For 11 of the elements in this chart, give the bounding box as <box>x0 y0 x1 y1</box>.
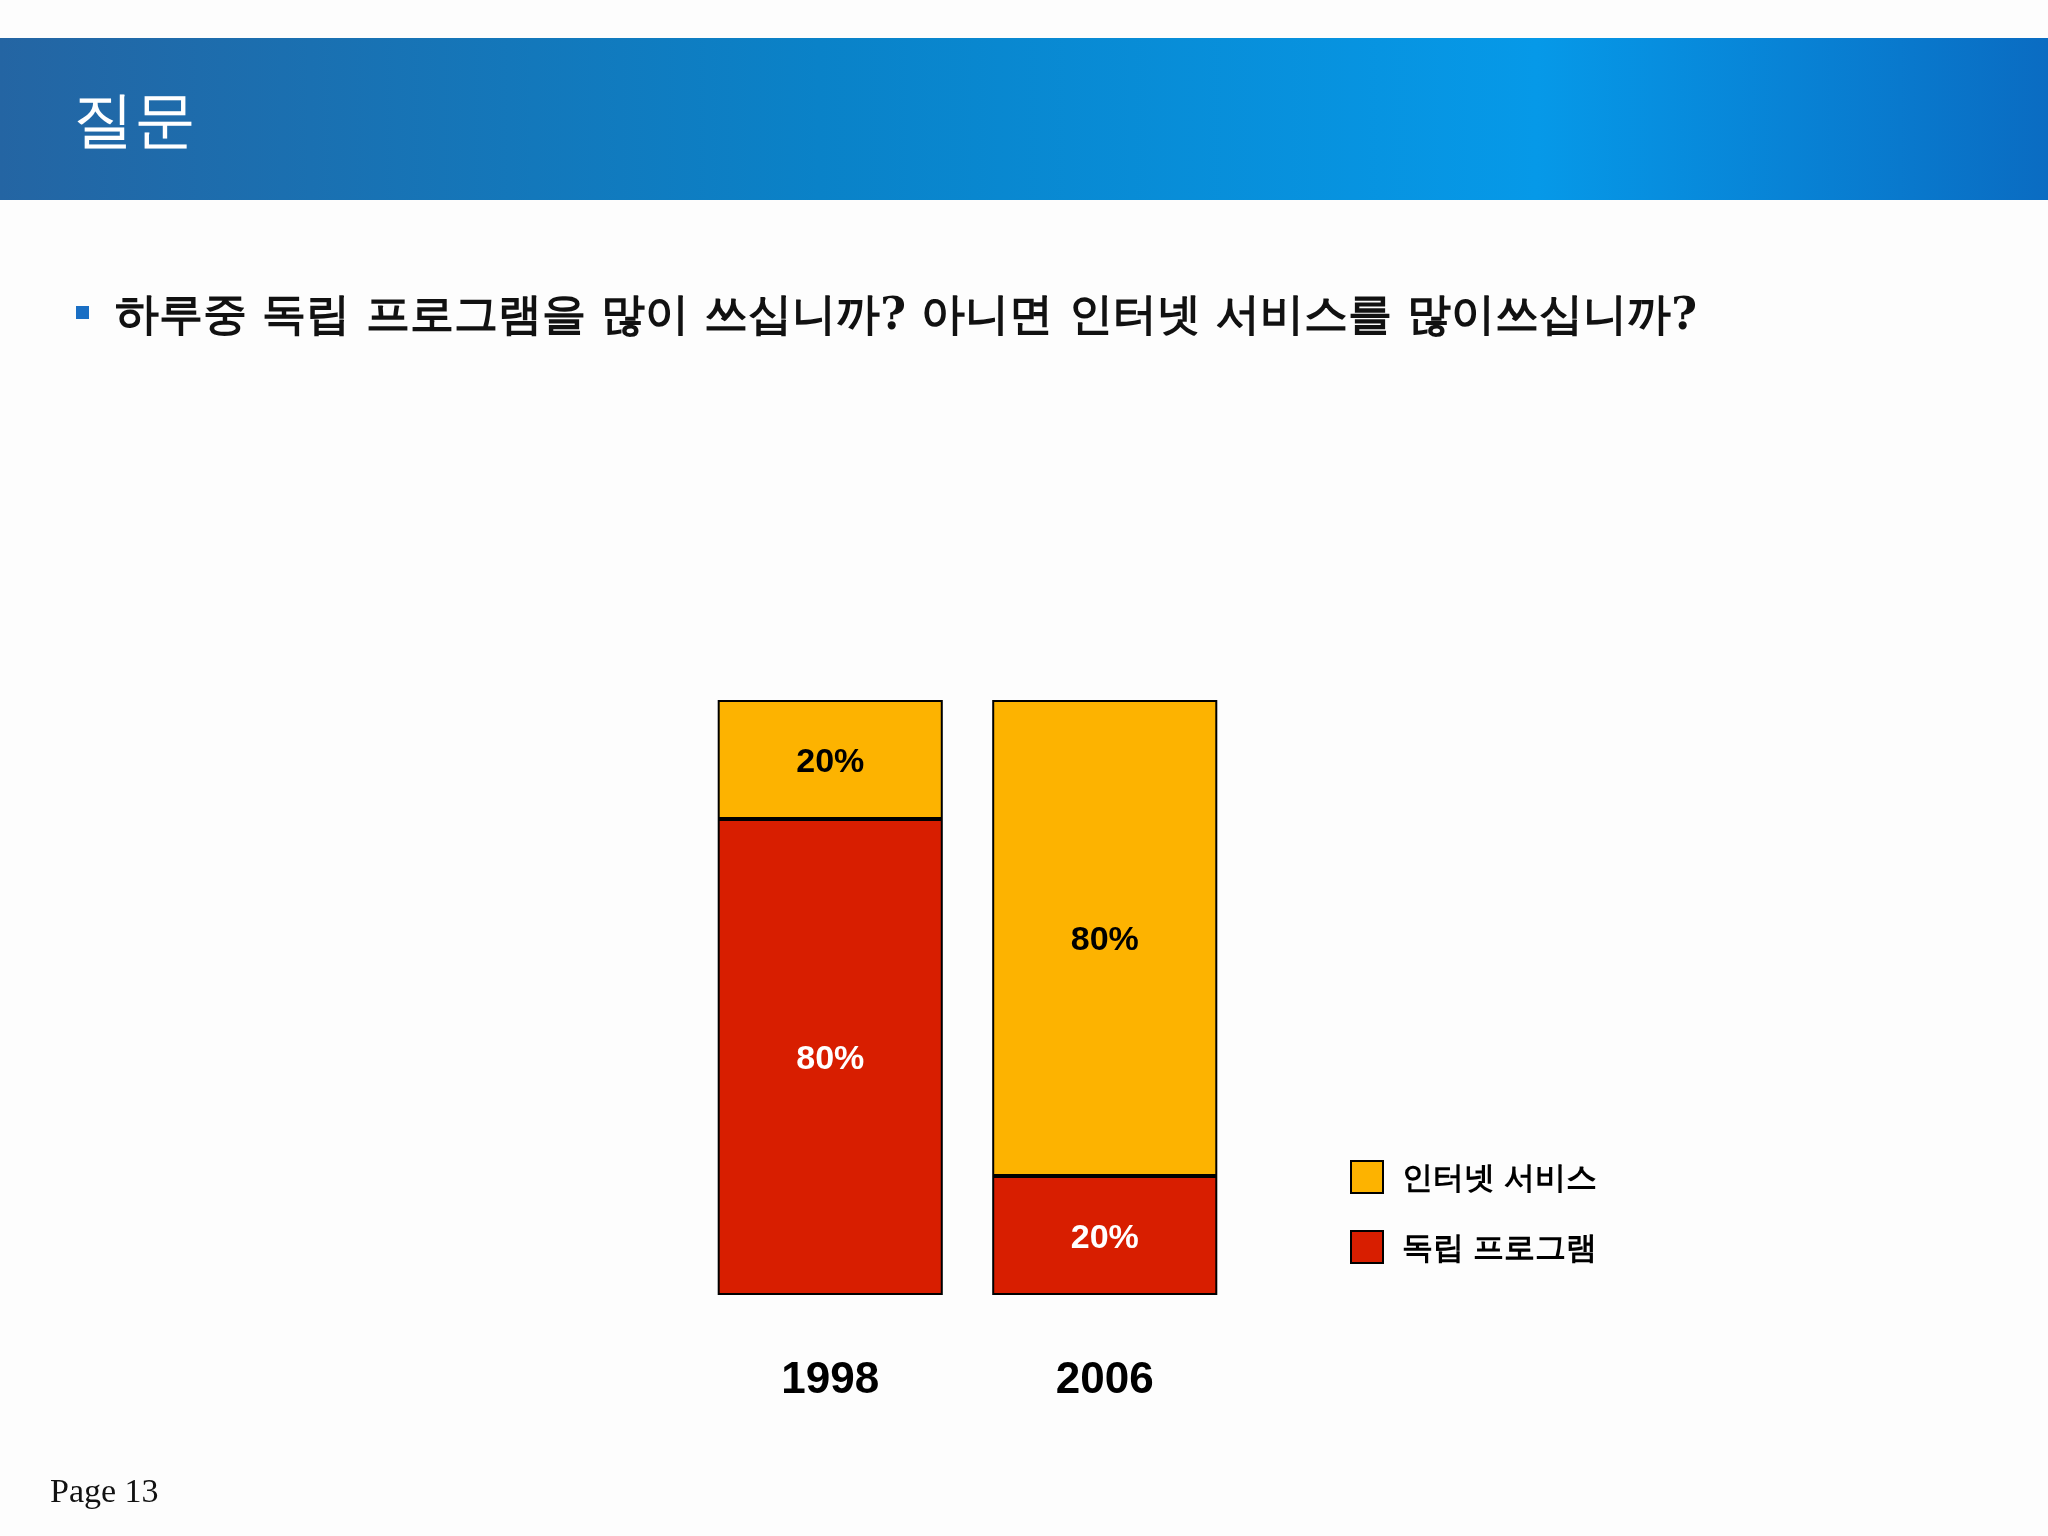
data-label: 80% <box>796 1038 865 1076</box>
text: 질문 <box>72 82 196 158</box>
chart-subtitle: 하루중 독립 프로그램을 많이 쓰십니까? 아니면 인터넷 서비스를 많이쓰십니까? <box>115 287 1699 341</box>
legend-label: 독립 프로그램 <box>1402 1229 1597 1265</box>
legend-label: 인터넷 서비스 <box>1402 1159 1597 1195</box>
x-tick-label: 2006 <box>1055 1352 1154 1402</box>
data-label: 80% <box>1070 919 1139 957</box>
x-tick-label: 1998 <box>781 1352 880 1402</box>
data-label: 20% <box>796 740 865 779</box>
data-label: 20% <box>1070 1216 1139 1255</box>
text: Page 13 <box>50 1472 159 1510</box>
